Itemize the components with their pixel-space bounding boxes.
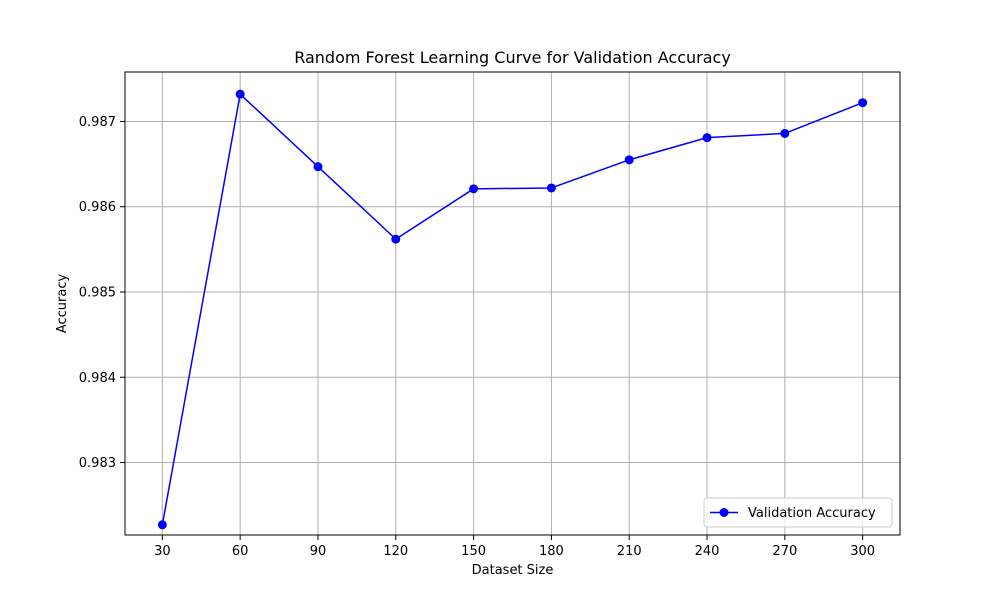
y-axis-label: Accuracy bbox=[55, 274, 70, 334]
x-tick-label: 180 bbox=[539, 544, 564, 559]
data-point bbox=[546, 183, 556, 193]
y-tick-label: 0.984 bbox=[79, 371, 116, 386]
x-tick-label: 270 bbox=[772, 544, 797, 559]
plot-frame bbox=[124, 71, 901, 536]
chart-title: Random Forest Learning Curve for Validat… bbox=[294, 48, 731, 67]
x-tick-label: 90 bbox=[310, 544, 327, 559]
x-tick-label: 60 bbox=[232, 544, 249, 559]
y-tick-label: 0.987 bbox=[79, 115, 116, 130]
x-axis-label: Dataset Size bbox=[472, 563, 554, 578]
x-tick-label: 30 bbox=[154, 544, 171, 559]
series-layer bbox=[157, 89, 868, 530]
legend-marker-swatch bbox=[719, 508, 729, 517]
plot-area bbox=[125, 72, 900, 535]
y-tick-label: 0.986 bbox=[79, 200, 116, 215]
legend: Validation Accuracy bbox=[703, 497, 893, 528]
data-point bbox=[313, 162, 323, 172]
x-tick-label: 150 bbox=[461, 544, 486, 559]
legend-box bbox=[703, 497, 893, 528]
axis-ticks: 30 60 90 120 150 180 210 240 270 300 0.983 0.984 0.9… bbox=[79, 115, 875, 559]
data-point bbox=[624, 155, 634, 165]
x-tick-label: 120 bbox=[383, 544, 408, 559]
grid-lines bbox=[125, 72, 900, 535]
data-point bbox=[780, 128, 790, 138]
data-point bbox=[391, 234, 401, 244]
y-tick-label: 0.983 bbox=[79, 456, 116, 471]
data-point bbox=[235, 89, 245, 99]
series-line bbox=[161, 93, 863, 525]
data-point bbox=[858, 98, 868, 108]
x-tick-label: 240 bbox=[695, 544, 720, 559]
x-tick-label: 210 bbox=[617, 544, 642, 559]
data-point bbox=[157, 520, 167, 530]
x-tick-label: 300 bbox=[850, 544, 875, 559]
legend-entry-validation-accuracy: Validation Accuracy bbox=[748, 506, 876, 521]
data-point bbox=[702, 133, 712, 143]
data-point bbox=[469, 184, 479, 194]
y-tick-label: 0.985 bbox=[79, 285, 116, 300]
